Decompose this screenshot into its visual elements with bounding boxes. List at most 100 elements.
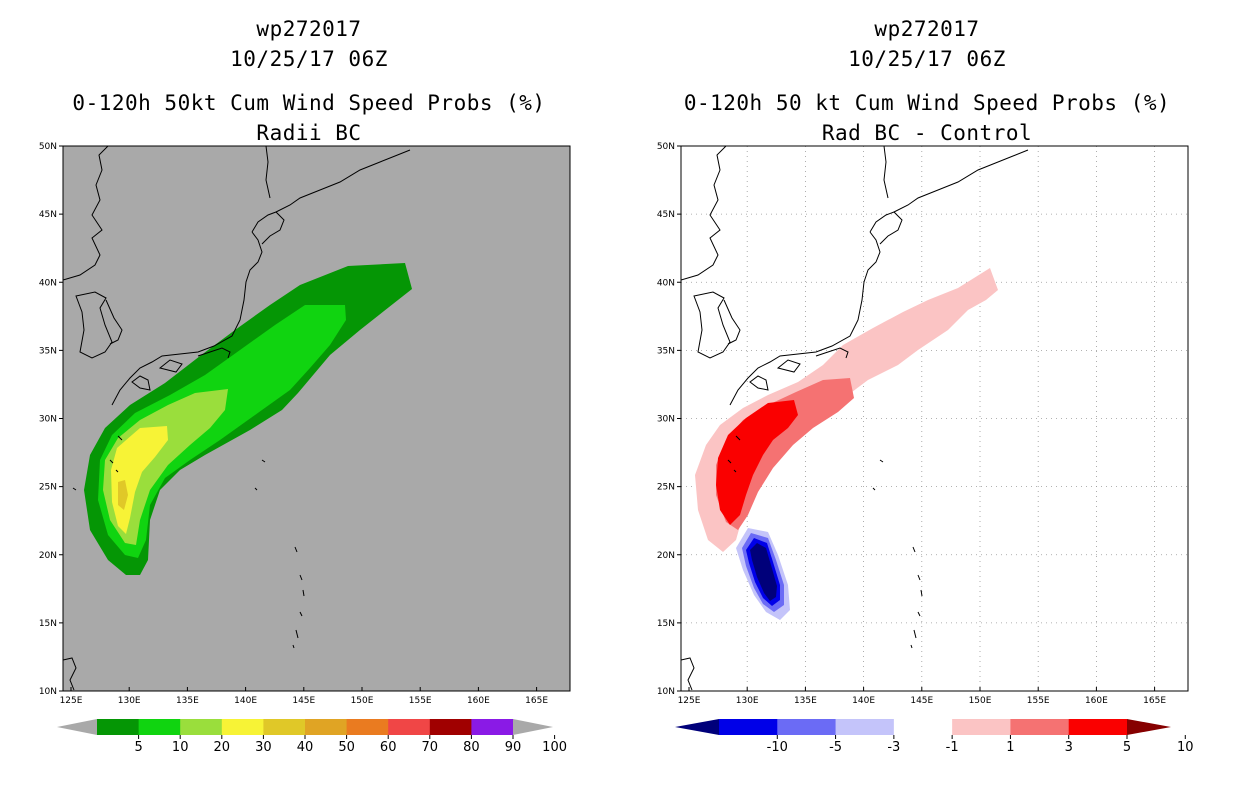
left-colorbar-label: 60 xyxy=(380,740,397,755)
right-datetime: 10/25/17 06Z xyxy=(848,47,1006,71)
right-product-title: 0-120h 50 kt Cum Wind Speed Probs (%) xyxy=(683,91,1171,115)
right-colorbar-label: -1 xyxy=(946,740,959,755)
right-lon-label: 155E xyxy=(1027,696,1050,706)
right-colorbar-swatch xyxy=(1010,719,1070,735)
left-coastlines xyxy=(63,146,411,691)
left-subtitle: Radii BC xyxy=(256,121,362,145)
left-lon-label: 130E xyxy=(118,696,141,706)
left-colorbar: 5 10 20 30 40 50 60 70 80 90 100 xyxy=(57,719,567,755)
left-colorbar-label: 50 xyxy=(338,740,355,755)
left-lon-label: 150E xyxy=(351,696,374,706)
left-colorbar-label: 40 xyxy=(297,740,314,755)
right-lat-label: 20N xyxy=(657,551,675,561)
right-colorbar-label: -10 xyxy=(767,740,788,755)
left-lat-label: 30N xyxy=(39,415,57,425)
right-colorbar-swatch xyxy=(893,719,953,735)
left-storm-id: wp272017 xyxy=(256,17,362,41)
right-lon-label: 125E xyxy=(678,696,701,706)
right-subtitle: Rad BC - Control xyxy=(821,121,1033,145)
left-colorbar-swatch xyxy=(138,719,181,735)
left-swath-10pct xyxy=(98,305,346,558)
left-colorbar-label: 100 xyxy=(542,740,567,755)
left-colorbar-swatch xyxy=(388,719,431,735)
left-lat-label: 45N xyxy=(39,210,57,220)
left-lat-label: 20N xyxy=(39,551,57,561)
left-colorbar-low-triangle xyxy=(57,719,97,735)
left-colorbar-swatch xyxy=(471,719,514,735)
left-colorbar-label: 80 xyxy=(463,740,480,755)
right-colorbar-label: 3 xyxy=(1065,740,1073,755)
right-colorbar-label: -3 xyxy=(887,740,900,755)
left-lat-label: 25N xyxy=(39,483,57,493)
right-colorbar-swatch xyxy=(777,719,837,735)
left-colorbar-label: 20 xyxy=(214,740,231,755)
right-lat-label: 10N xyxy=(657,687,675,697)
left-colorbar-swatch xyxy=(305,719,348,735)
right-colorbar-swatch xyxy=(719,719,778,735)
right-lat-label: 30N xyxy=(657,415,675,425)
right-colorbar-label: -5 xyxy=(829,740,842,755)
right-difference-field xyxy=(695,268,998,620)
left-colorbar-swatch xyxy=(97,719,140,735)
right-storm-id: wp272017 xyxy=(874,17,980,41)
right-colorbar-label: 1 xyxy=(1006,740,1014,755)
left-colorbar-label: 30 xyxy=(255,740,272,755)
right-colorbar-low-triangle xyxy=(675,719,719,735)
left-swath-40pct xyxy=(118,480,128,510)
right-lat-label: 15N xyxy=(657,619,675,629)
left-map: 10N 15N 20N 25N 30N 35N 40N 45N 50N 125E 130E 135E… xyxy=(39,142,571,755)
left-product-title: 0-120h 50kt Cum Wind Speed Probs (%) xyxy=(72,91,546,115)
left-panel: wp272017 10/25/17 06Z 0-120h 50kt Cum Wi… xyxy=(39,17,571,755)
right-panel: wp272017 10/25/17 06Z 0-120h 50 kt Cum W… xyxy=(618,0,1236,800)
right-lat-label: 40N xyxy=(657,278,675,288)
left-lat-label: 10N xyxy=(39,687,57,697)
right-lon-label: 160E xyxy=(1085,696,1108,706)
right-colorbar-high-triangle xyxy=(1127,719,1171,735)
left-colorbar-swatch xyxy=(346,719,389,735)
right-colorbar-swatch xyxy=(952,719,1011,735)
left-colorbar-swatch xyxy=(429,719,472,735)
right-grid xyxy=(681,146,1188,691)
right-lon-label: 145E xyxy=(910,696,933,706)
right-diff-1to3 xyxy=(695,268,998,552)
right-colorbar: -10 -5 -3 -1 1 3 5 10 xyxy=(675,719,1194,755)
right-lat-label: 25N xyxy=(657,483,675,493)
right-lon-label: 130E xyxy=(736,696,759,706)
left-lon-label: 135E xyxy=(176,696,199,706)
right-lon-label: 150E xyxy=(969,696,992,706)
right-colorbar-swatch xyxy=(835,719,895,735)
right-lon-axis: 125E 130E 135E 140E 145E 150E 155E 160E 165E xyxy=(678,687,1166,706)
left-colorbar-label: 5 xyxy=(134,740,142,755)
right-lon-label: 165E xyxy=(1143,696,1166,706)
right-diff-neg10 xyxy=(750,543,777,601)
left-lat-axis: 10N 15N 20N 25N 30N 35N 40N 45N 50N xyxy=(39,142,63,697)
left-probability-swath xyxy=(84,263,412,575)
right-lat-label: 35N xyxy=(657,346,675,356)
right-map: 10N 15N 20N 25N 30N 35N 40N 45N 50N 125E 130E 135E… xyxy=(657,142,1194,755)
left-swath-30pct xyxy=(111,426,168,534)
left-lon-label: 145E xyxy=(292,696,315,706)
left-datetime: 10/25/17 06Z xyxy=(230,47,388,71)
right-lat-label: 45N xyxy=(657,210,675,220)
right-lon-label: 140E xyxy=(852,696,875,706)
left-colorbar-high-triangle xyxy=(513,719,553,735)
left-lat-label: 35N xyxy=(39,346,57,356)
left-lat-label: 40N xyxy=(39,278,57,288)
left-lat-label: 50N xyxy=(39,142,57,152)
left-lon-label: 165E xyxy=(525,696,548,706)
right-colorbar-swatch xyxy=(1068,719,1128,735)
right-lon-label: 135E xyxy=(794,696,817,706)
left-lat-label: 15N xyxy=(39,619,57,629)
left-swath-20pct xyxy=(103,389,228,545)
right-coastlines xyxy=(681,146,1029,691)
right-lat-label: 50N xyxy=(657,142,675,152)
left-lon-label: 160E xyxy=(467,696,490,706)
right-colorbar-label: 10 xyxy=(1177,740,1194,755)
right-lat-axis: 10N 15N 20N 25N 30N 35N 40N 45N 50N xyxy=(657,142,681,697)
left-lon-label: 155E xyxy=(409,696,432,706)
right-colorbar-label: 5 xyxy=(1123,740,1131,755)
left-lon-label: 125E xyxy=(60,696,83,706)
left-colorbar-swatch xyxy=(263,719,306,735)
left-lon-axis: 125E 130E 135E 140E 145E 150E 155E 160E 165E xyxy=(60,687,548,706)
left-colorbar-label: 70 xyxy=(422,740,439,755)
